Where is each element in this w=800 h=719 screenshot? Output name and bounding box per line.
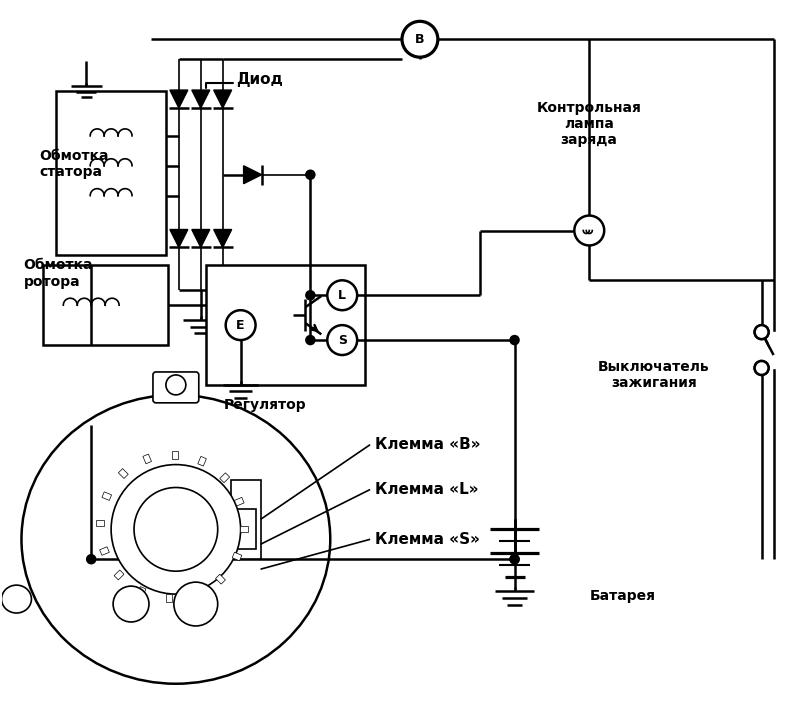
- Text: Выключатель
зажигания: Выключатель зажигания: [598, 360, 710, 390]
- Text: Обмотка
ротора: Обмотка ротора: [23, 258, 93, 288]
- Circle shape: [510, 555, 518, 563]
- Text: Батарея: Батарея: [590, 589, 655, 603]
- Polygon shape: [192, 229, 210, 247]
- Bar: [206, 265, 365, 385]
- Bar: [240, 526, 247, 532]
- Bar: [192, 589, 201, 599]
- Text: Регулятор: Регулятор: [224, 398, 307, 412]
- Circle shape: [754, 325, 769, 339]
- Circle shape: [134, 487, 218, 571]
- Bar: [100, 546, 110, 555]
- Ellipse shape: [2, 585, 31, 613]
- Circle shape: [402, 22, 438, 58]
- Text: Контрольная
лампа
заряда: Контрольная лампа заряда: [537, 101, 642, 147]
- Bar: [172, 451, 178, 459]
- Text: Обмотка
статора: Обмотка статора: [39, 149, 109, 179]
- FancyBboxPatch shape: [153, 372, 198, 403]
- Polygon shape: [214, 90, 232, 108]
- Polygon shape: [170, 90, 188, 108]
- Circle shape: [166, 375, 186, 395]
- Circle shape: [226, 310, 255, 340]
- Text: Клемма «L»: Клемма «L»: [375, 482, 478, 497]
- Bar: [143, 454, 151, 464]
- Text: Диод: Диод: [236, 72, 282, 86]
- Bar: [234, 498, 244, 506]
- Bar: [102, 492, 111, 500]
- Bar: [220, 473, 230, 482]
- Circle shape: [754, 325, 769, 339]
- Bar: [232, 552, 242, 561]
- Bar: [96, 521, 104, 526]
- Bar: [198, 457, 206, 466]
- Text: E: E: [236, 319, 245, 331]
- Ellipse shape: [22, 395, 330, 684]
- Text: L: L: [338, 289, 346, 302]
- Text: Клемма «S»: Клемма «S»: [375, 532, 480, 547]
- Circle shape: [327, 280, 357, 310]
- Circle shape: [574, 216, 604, 245]
- Polygon shape: [192, 90, 210, 108]
- Circle shape: [111, 464, 241, 594]
- Polygon shape: [244, 166, 262, 183]
- Bar: [166, 594, 172, 602]
- Circle shape: [754, 361, 769, 375]
- Circle shape: [510, 336, 518, 344]
- Polygon shape: [214, 229, 232, 247]
- Bar: [230, 480, 261, 559]
- Text: Клемма «B»: Клемма «B»: [375, 437, 481, 452]
- Circle shape: [306, 291, 314, 299]
- Bar: [215, 574, 226, 584]
- Bar: [118, 469, 128, 478]
- Circle shape: [327, 325, 357, 355]
- Bar: [138, 587, 146, 596]
- Circle shape: [510, 555, 518, 563]
- Bar: [56, 91, 166, 255]
- Text: S: S: [338, 334, 346, 347]
- Text: B: B: [415, 33, 425, 46]
- Polygon shape: [769, 332, 778, 368]
- Circle shape: [306, 336, 314, 344]
- Circle shape: [306, 170, 314, 179]
- Circle shape: [113, 586, 149, 622]
- Circle shape: [87, 555, 95, 563]
- Circle shape: [754, 361, 769, 375]
- Polygon shape: [170, 229, 188, 247]
- Bar: [43, 265, 168, 345]
- Circle shape: [174, 582, 218, 626]
- Bar: [114, 570, 124, 580]
- Bar: [236, 510, 255, 549]
